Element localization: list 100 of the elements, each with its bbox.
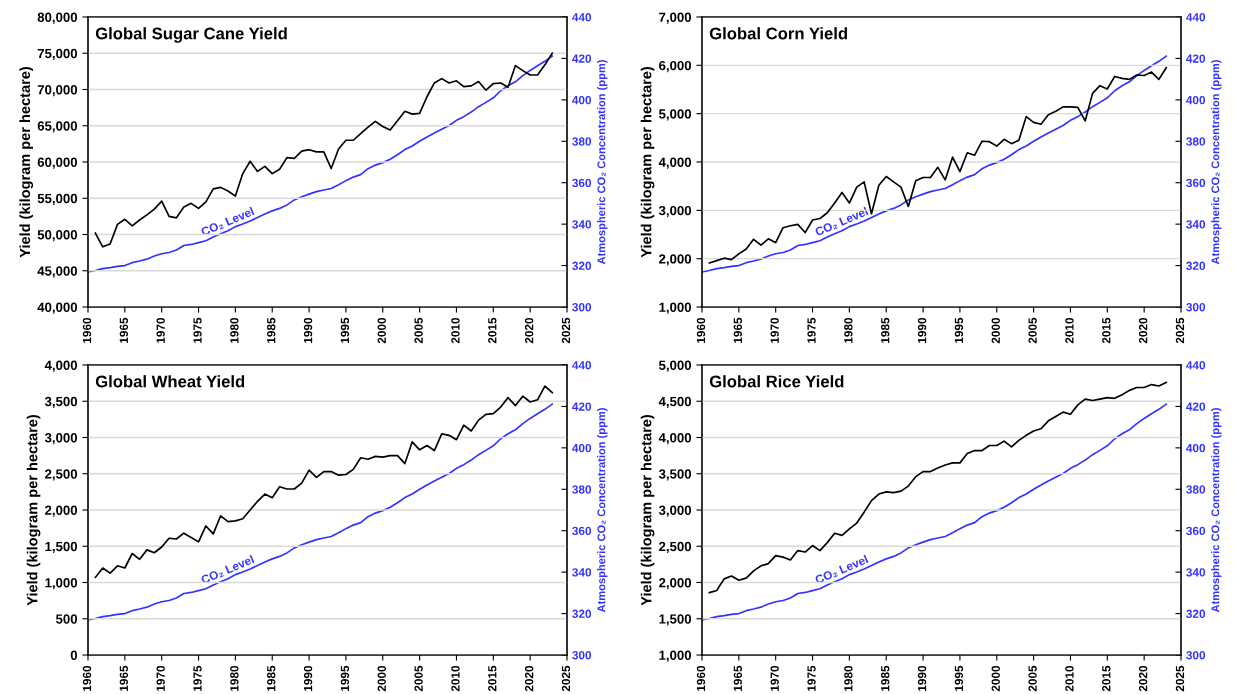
y2-tick-label: 380 [1186,485,1206,494]
x-tick-label: 1990 [303,317,313,343]
y-tick-label: 3,000 [658,505,692,517]
y2-tick-label: 360 [1186,526,1206,536]
y-tick-label: 500 [55,614,78,624]
y2-tick-label: 320 [1186,609,1206,618]
y2-tick-label: 440 [572,361,592,370]
y2-tick-label: 420 [572,402,592,411]
y-tick-label: 75,000 [37,48,78,61]
x-tick-label: 2000 [991,665,1000,692]
x-tick-label: 1980 [230,317,239,343]
x-tick-label: 1985 [881,317,890,343]
y-axis-title: Yield (kilogram per hectare) [640,66,655,258]
text: CO₂ Level [814,554,869,585]
y2-tick-label: 420 [1186,54,1206,63]
chart-title: Global Rice Yield [709,375,844,388]
x-tick-label: 2020 [524,317,534,344]
x-tick-label: 1995 [954,665,964,691]
y2-tick-label: 360 [1186,178,1206,188]
line-series [88,403,554,621]
y2-tick-label: 440 [1186,13,1206,22]
text: CO₂ Level [200,206,255,237]
x-tick-label: 2020 [524,665,534,692]
x-tick-label: 1990 [917,317,927,343]
y-tick-label: 3,000 [44,433,78,445]
y2-tick-label: 340 [1186,220,1206,229]
y2-tick-label: 400 [1186,443,1206,453]
x-tick-label: 1975 [193,317,202,343]
y-tick-label: 1,500 [45,541,78,554]
y2-tick-label: 300 [572,651,592,660]
y2-axis-title: Atmospheric CO₂ Concentration (ppm) [1211,60,1222,265]
y-axis-title: Yield (kilogram per hectare) [640,414,655,606]
y-tick-label: 2,500 [659,541,692,554]
x-tick-label: 2000 [991,317,1000,344]
x-tick-label: 1985 [267,665,276,691]
y-tick-label: 2,000 [659,254,692,266]
y-tick-label: 4,000 [658,433,692,445]
y-tick-label: 3,000 [658,205,692,218]
x-tick-label: 1980 [844,665,853,691]
y-tick-label: 2,000 [659,578,692,590]
x-tick-label: 1990 [917,665,927,691]
y-tick-label: 60,000 [37,157,78,169]
x-tick-label: 1970 [770,317,779,343]
x-tick-label: 1965 [119,665,129,691]
y-tick-label: 70,000 [37,85,78,97]
y2-axis-title: Atmospheric CO₂ Concentration (ppm) [597,60,608,265]
y-tick-label: 45,000 [37,266,78,278]
x-tick-label: 2025 [561,665,571,692]
y2-tick-label: 420 [572,54,592,63]
x-tick-label: 2025 [1175,665,1185,692]
x-tick-label: 1965 [733,317,743,343]
x-tick-label: 2020 [1138,665,1148,692]
x-tick-label: 1985 [881,665,890,691]
y2-tick-label: 300 [572,303,592,312]
x-tick-label: 2000 [377,665,386,692]
y2-axis-title: Atmospheric CO₂ Concentration (ppm) [1211,408,1222,613]
x-tick-label: 1975 [807,317,816,343]
text: CO₂ Level [200,554,255,585]
chart-title: Global Corn Yield [709,27,847,40]
y-tick-label: 1,500 [659,614,692,626]
x-tick-label: 1975 [807,665,816,691]
y-tick-label: 2,500 [45,469,78,481]
y-axis-title: Yield (kilogram per hectare) [26,414,41,606]
y2-tick-label: 360 [572,178,592,188]
y-tick-label: 1,000 [45,578,78,590]
y2-tick-label: 300 [1186,651,1206,660]
y2-tick-label: 400 [572,443,592,453]
y2-tick-label: 400 [1186,95,1206,105]
x-tick-label: 1975 [193,665,202,691]
y-tick-label: 80,000 [37,12,78,24]
x-tick-label: 1970 [156,317,165,343]
y2-tick-label: 380 [572,485,592,494]
x-tick-label: 1970 [770,665,779,691]
y-tick-label: 5,000 [658,109,692,121]
y2-tick-label: 440 [572,13,592,22]
x-tick-label: 2010 [451,317,460,344]
y-axis-title: Yield (kilogram per hectare) [19,66,34,258]
y2-tick-label: 320 [572,261,592,270]
y2-tick-label: 340 [572,220,592,229]
y2-tick-label: 340 [1186,568,1206,577]
y2-axis-title: Atmospheric CO₂ Concentration (ppm) [597,408,608,613]
x-tick-label: 1960 [696,665,706,691]
y-tick-label: 55,000 [37,193,78,206]
text: Global Sugar Cane Yield [95,27,287,43]
x-tick-label: 2010 [1065,665,1074,692]
x-tick-label: 2010 [1065,317,1074,344]
x-tick-label: 2025 [1175,317,1185,344]
y-tick-label: 50,000 [37,230,78,242]
y-tick-label: 0 [70,650,78,660]
y-tick-label: 7,000 [659,12,692,24]
x-tick-label: 1960 [82,317,92,343]
x-tick-label: 2025 [561,317,571,344]
line-series [702,403,1168,621]
y-tick-label: 1,000 [659,650,692,662]
x-tick-label: 1965 [119,317,129,343]
x-tick-label: 1965 [733,665,743,691]
text: CO₂ Level [814,206,869,237]
x-tick-label: 1980 [230,665,239,691]
y-tick-label: 3,500 [44,396,78,409]
x-tick-label: 1960 [696,317,706,343]
